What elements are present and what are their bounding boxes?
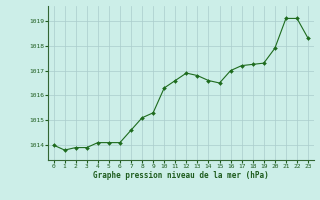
X-axis label: Graphe pression niveau de la mer (hPa): Graphe pression niveau de la mer (hPa) [93, 171, 269, 180]
